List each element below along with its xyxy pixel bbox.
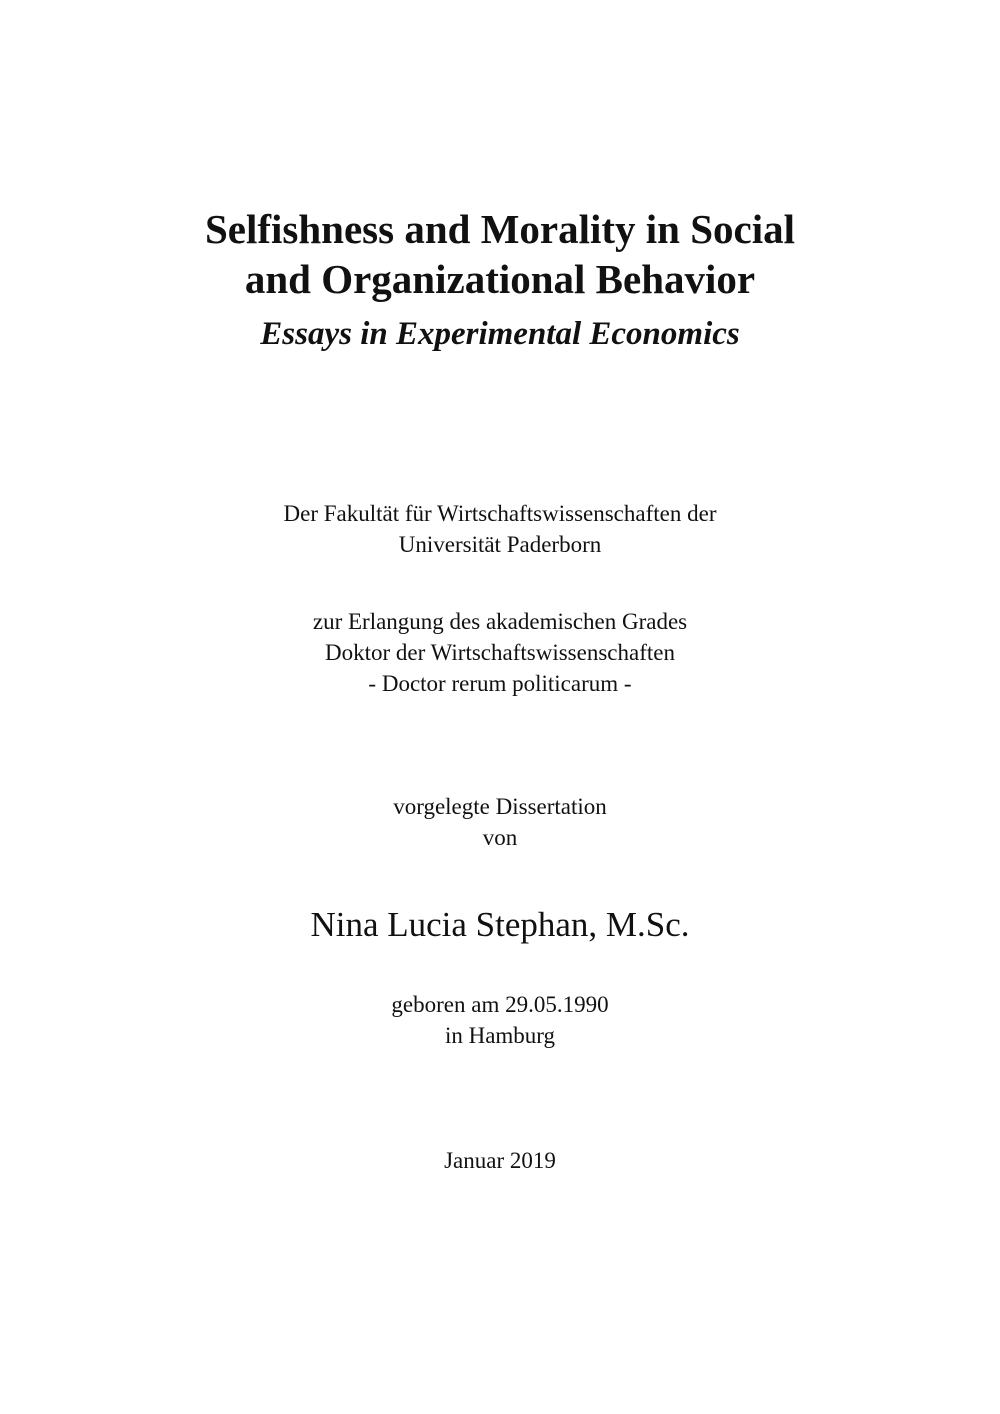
faculty-block: Der Fakultät für Wirtschaftswissenschaft… xyxy=(0,498,1000,560)
text-line: Doktor der Wirtschaftswissenschaften xyxy=(325,640,675,665)
submitted-block: vorgelegte Dissertation von xyxy=(0,791,1000,853)
submission-date: Januar 2019 xyxy=(444,1148,556,1173)
birth-block: geboren am 29.05.1990 in Hamburg xyxy=(0,989,1000,1051)
text-line: von xyxy=(482,825,518,850)
title-line: and Organizational Behavior xyxy=(244,256,756,302)
text-line: - Doctor rerum politicarum - xyxy=(368,671,632,696)
text-line: zur Erlangung des akademischen Grades xyxy=(312,609,688,634)
text-line: in Hamburg xyxy=(444,1023,556,1048)
degree-block: zur Erlangung des akademischen Grades Do… xyxy=(0,606,1000,699)
text-line: Der Fakultät für Wirtschaftswissenschaft… xyxy=(283,501,717,526)
thesis-subtitle: Essays in Experimental Economics xyxy=(260,316,740,352)
title-line: Selfishness and Morality in Social xyxy=(204,206,795,252)
text-line: vorgelegte Dissertation xyxy=(393,794,607,819)
text-line: geboren am 29.05.1990 xyxy=(391,992,609,1017)
thesis-title: Selfishness and Morality in Social and O… xyxy=(0,204,1000,304)
text-line: Universität Paderborn xyxy=(398,532,602,557)
author-name: Nina Lucia Stephan, M.Sc. xyxy=(310,905,690,944)
